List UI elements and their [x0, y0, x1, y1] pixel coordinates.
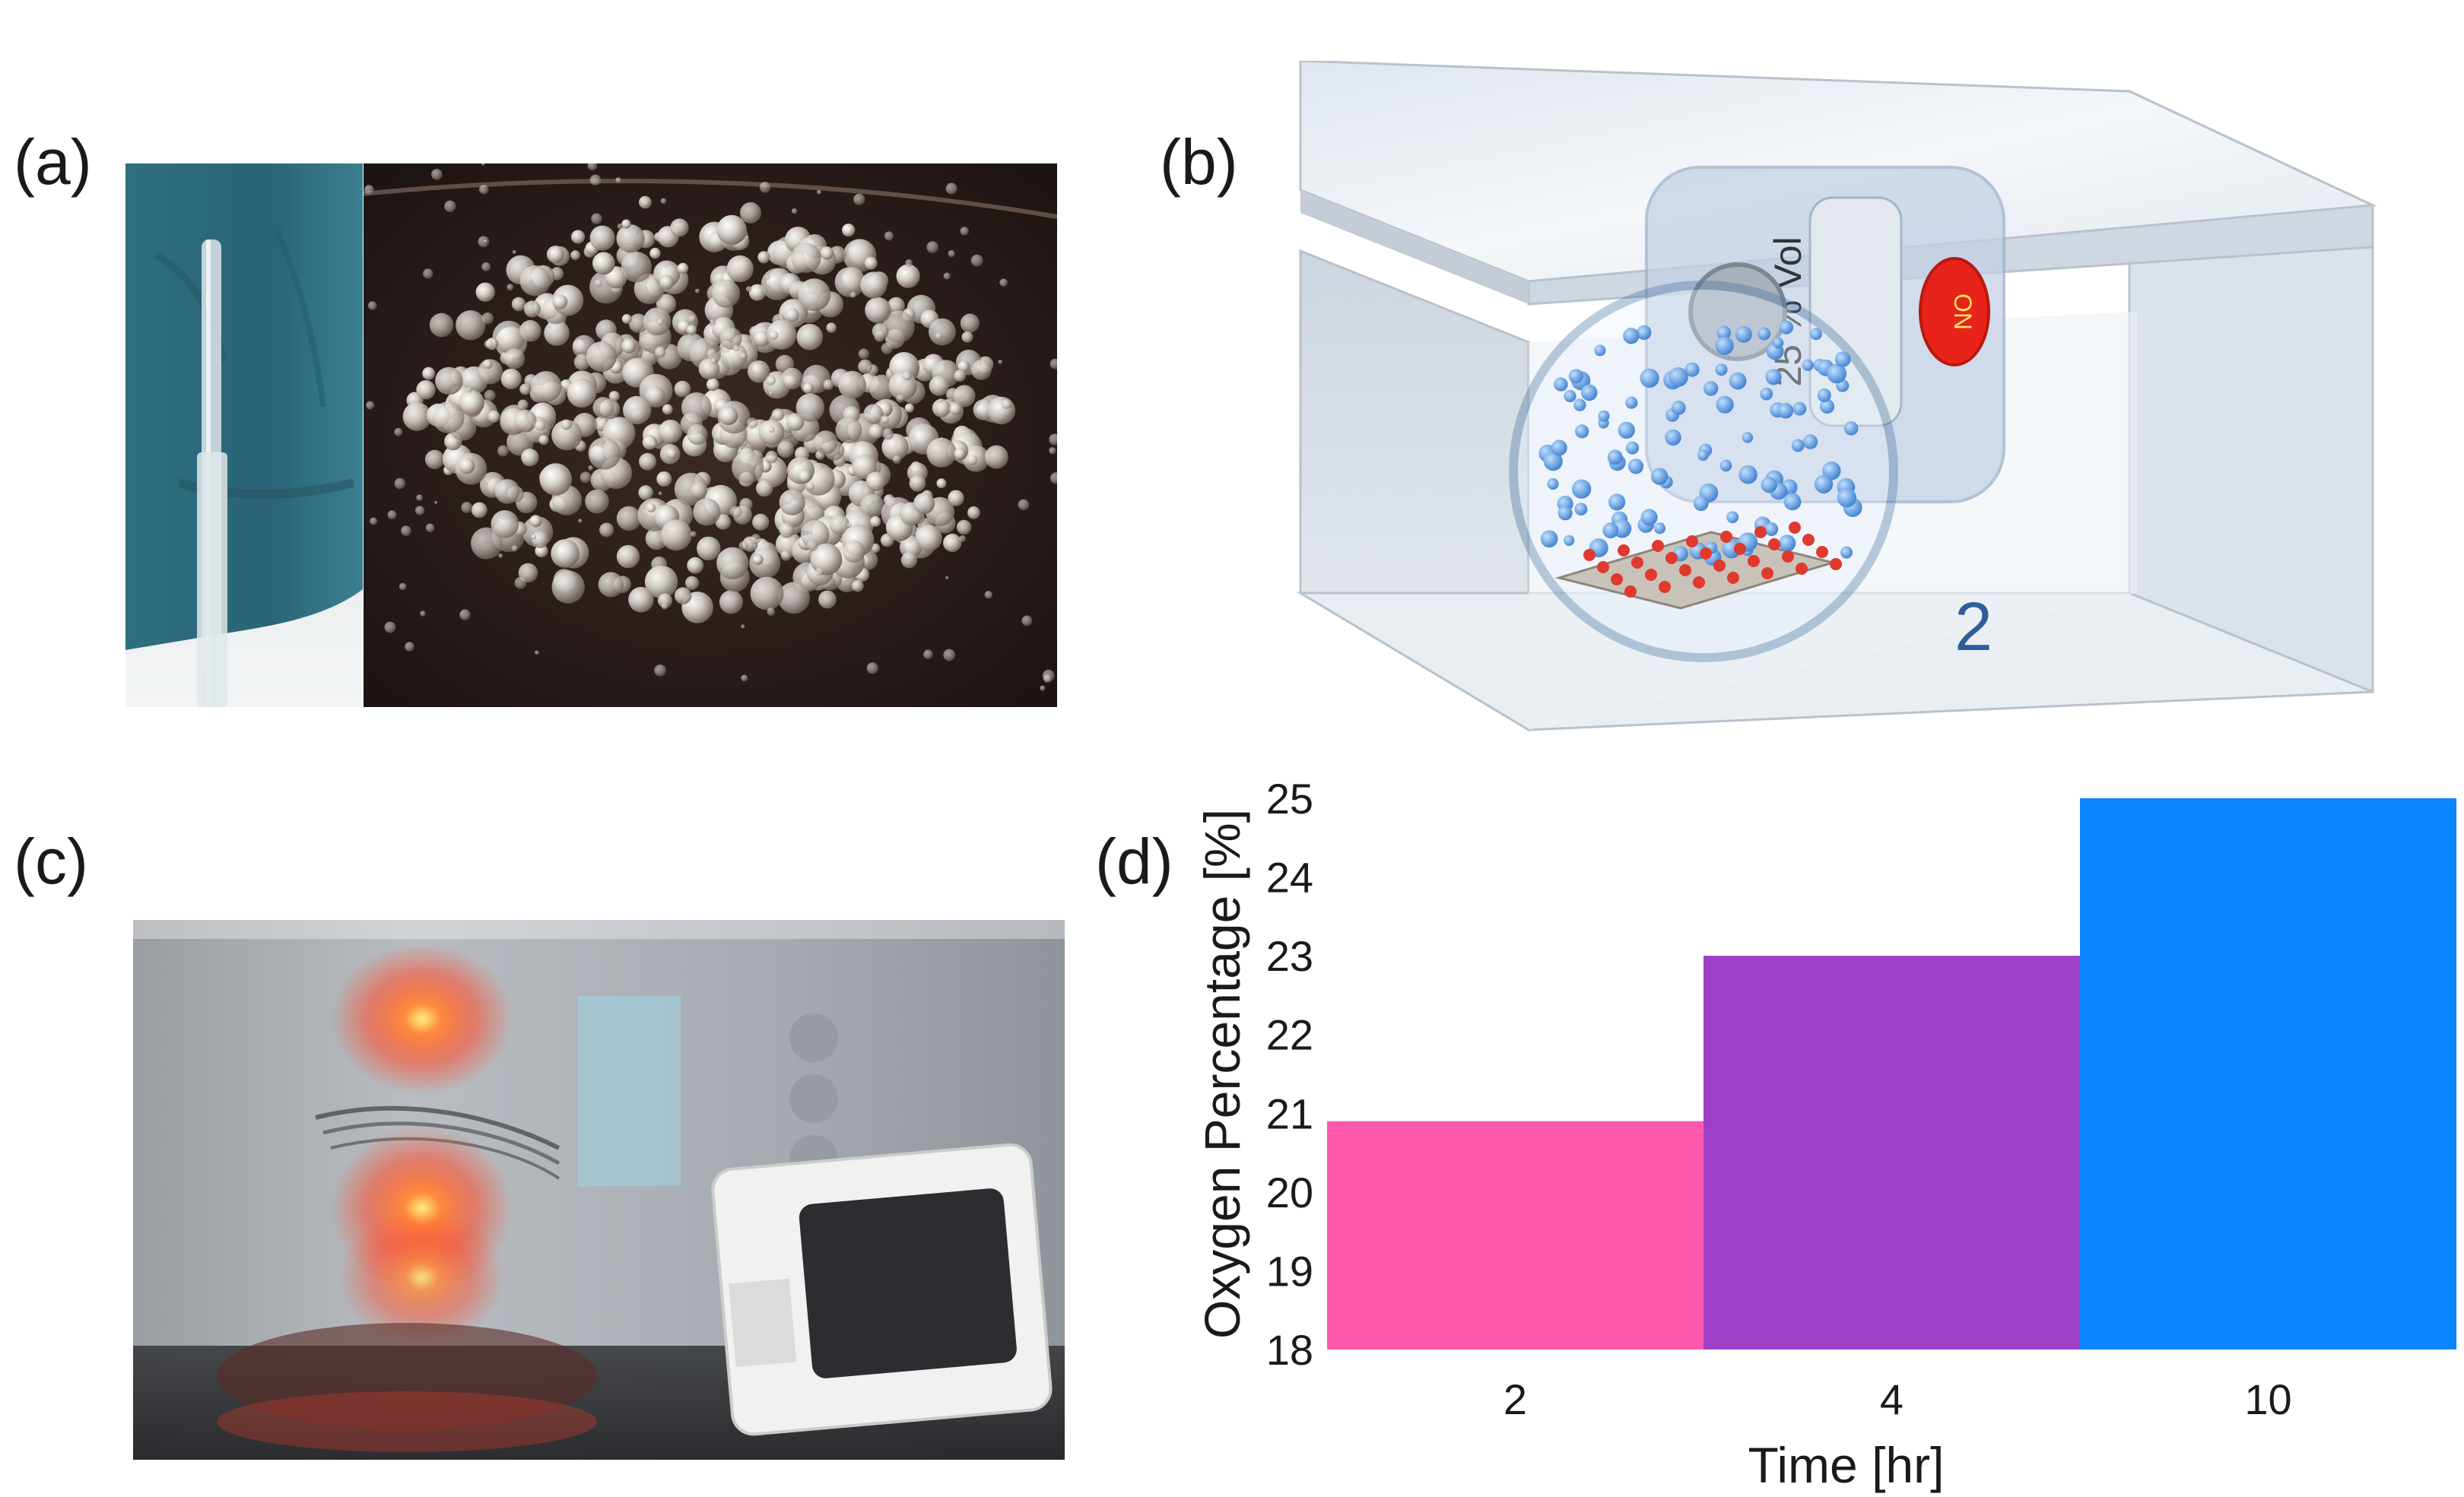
panel-label-d: (d): [1095, 826, 1173, 897]
photo-tube-glove: [125, 163, 363, 707]
photo-beaker: [133, 920, 1065, 1460]
y-tick-label: 20: [1266, 1169, 1313, 1216]
y-tick-label: 24: [1266, 854, 1313, 902]
oxygen-bar-chart: 18 19 20 21 22 23 24 25 2 4 10 Oxygen Percentage …: [1186, 760, 2464, 1493]
bar-10: [2080, 798, 2456, 1350]
y-axis-label: Oxygen Percentage [%]: [1194, 809, 1250, 1339]
panel-label-b: (b): [1160, 126, 1238, 198]
panel-label-a: (a): [14, 126, 92, 198]
x-tick-label: 10: [2244, 1375, 2291, 1423]
switch-label: ON: [1949, 293, 1977, 330]
photo-bubbles: [364, 163, 1057, 707]
bar-2: [1327, 1121, 1704, 1350]
y-tick-label: 22: [1266, 1011, 1313, 1059]
y-tick-label: 21: [1266, 1089, 1313, 1137]
chamber-schematic: 25 % Vol ON 2: [1285, 59, 2403, 745]
y-tick-label: 19: [1266, 1247, 1313, 1295]
bar-4: [1704, 956, 2080, 1350]
y-tick-label: 18: [1266, 1326, 1313, 1374]
x-axis-label: Time [hr]: [1748, 1437, 1945, 1493]
x-tick-label: 4: [1880, 1375, 1904, 1423]
zoom-number: 2: [1954, 589, 1992, 665]
y-tick-label: 25: [1266, 775, 1313, 823]
x-tick-label: 2: [1503, 1375, 1527, 1423]
y-tick-label: 23: [1266, 932, 1313, 980]
panel-label-c: (c): [14, 826, 88, 897]
